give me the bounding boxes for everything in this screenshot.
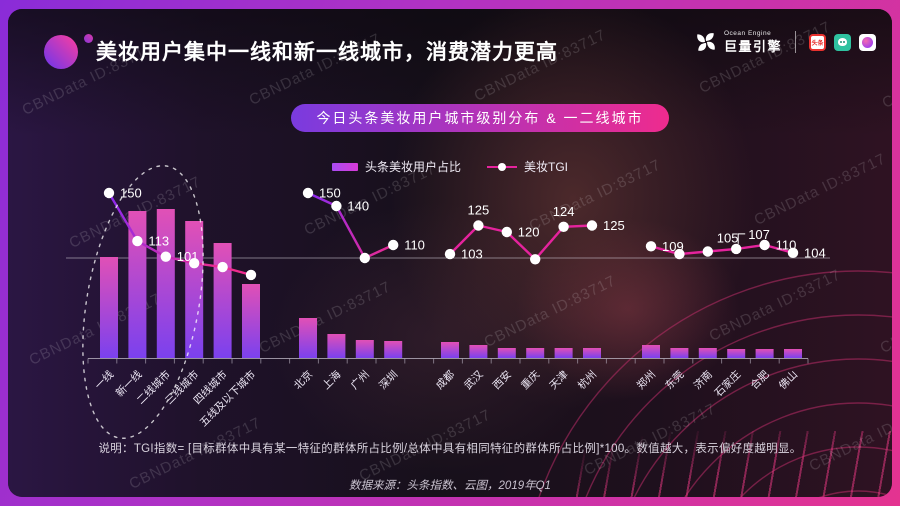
camera-app-icon	[859, 33, 876, 51]
camera-app-lens-icon	[862, 36, 873, 48]
brand-block: Ocean Engine 巨量引擎 头条	[696, 31, 876, 53]
green-app-face-icon	[838, 38, 847, 46]
page-title: 美妆用户集中一线和新一线城市，消费潜力更高	[96, 41, 558, 64]
bar-swatch-icon	[331, 162, 358, 171]
legend-item-bar: 头条美妆用户占比	[331, 158, 461, 175]
green-app-icon	[834, 33, 851, 51]
logo-circle-icon	[44, 35, 78, 69]
brand-subtitle: Ocean Engine	[723, 30, 772, 38]
line-swatch-dot-icon	[498, 162, 506, 171]
legend-label: 美妆TGI	[524, 160, 568, 174]
legend-item-line: 美妆TGI	[487, 158, 568, 175]
stripe-decoration	[562, 431, 892, 497]
legend-label: 头条美妆用户占比	[364, 160, 461, 174]
logo-dot-icon	[84, 34, 93, 43]
line-swatch-icon	[487, 162, 517, 171]
brand-name: 巨量引擎	[723, 38, 782, 54]
slide-panel: CBNData ID:83717CBNData ID:83717CBNData …	[8, 9, 892, 497]
slide-logo-icon	[44, 33, 96, 71]
data-source: 数据来源：头条指数、云图，2019年Q1	[349, 480, 551, 492]
chart-legend: 头条美妆用户占比 美妆TGI	[8, 158, 892, 175]
ocean-engine-pinwheel-icon	[697, 33, 715, 51]
chart-title-badge: 今日头条美妆用户城市级别分布 & 一二线城市	[291, 104, 669, 132]
brand-divider	[795, 31, 796, 53]
toutiao-app-label: 头条	[811, 35, 824, 49]
tgi-explanation-note: 说明：TGI指数= [目标群体中具有某一特征的群体所占比例/总体中具有相同特征的…	[98, 443, 802, 455]
arc-decoration	[538, 270, 892, 497]
toutiao-app-icon: 头条	[809, 33, 826, 51]
